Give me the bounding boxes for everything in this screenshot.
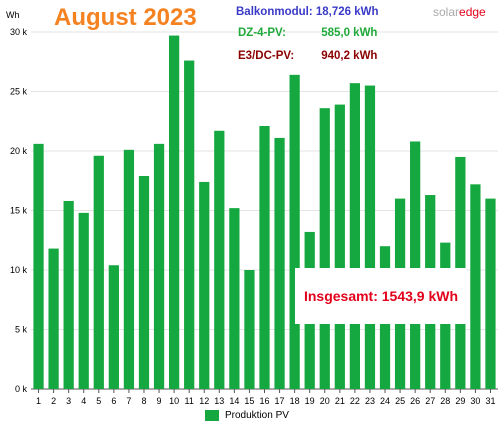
- x-tick-label: 24: [380, 396, 390, 406]
- x-tick-label: 12: [199, 396, 209, 406]
- x-tick-label: 19: [305, 396, 315, 406]
- x-tick-label: 2: [51, 396, 56, 406]
- x-tick-label: 11: [185, 396, 194, 406]
- bar-day-11[interactable]: [184, 60, 195, 390]
- x-tick-label: 3: [66, 396, 71, 406]
- y-tick-label: 20 k: [10, 146, 28, 156]
- y-tick-label: 0 k: [15, 384, 28, 394]
- stat-balkonmodul-label: Balkonmodul:: [236, 6, 313, 18]
- bar-day-21[interactable]: [334, 104, 345, 389]
- x-tick-label: 21: [335, 396, 345, 406]
- stat-e3dc-value: 940,2 kWh: [321, 50, 378, 62]
- solaredge-logo: solaredge: [433, 5, 486, 19]
- x-tick-label: 29: [455, 396, 465, 406]
- y-tick-label: 30 k: [10, 27, 28, 37]
- bar-day-4[interactable]: [78, 212, 89, 389]
- stat-balkonmodul-value: 18,726 kWh: [315, 6, 379, 18]
- bar-day-2[interactable]: [48, 248, 59, 389]
- bar-day-30[interactable]: [470, 184, 481, 389]
- legend[interactable]: Produktion PV: [205, 408, 289, 422]
- x-tick-label: 28: [440, 396, 450, 406]
- bar-day-31[interactable]: [485, 198, 496, 389]
- x-tick-label: 25: [395, 396, 405, 406]
- x-tick-label: 26: [410, 396, 420, 406]
- x-tick-label: 30: [470, 396, 480, 406]
- bar-day-3[interactable]: [63, 200, 74, 389]
- stat-balkonmodul: Balkonmodul: 18,726 kWh: [236, 6, 379, 18]
- total-box: Insgesamt: 1543,9 kWh: [295, 268, 467, 324]
- x-tick-label: 4: [81, 396, 86, 406]
- bar-day-17[interactable]: [274, 137, 285, 389]
- bar-day-12[interactable]: [199, 181, 210, 389]
- x-tick-label: 14: [229, 396, 239, 406]
- total-text: Insgesamt: 1543,9 kWh: [303, 288, 459, 304]
- bar-day-20[interactable]: [319, 108, 330, 389]
- stat-e3dc-label: E3/DC-PV:: [238, 50, 295, 62]
- bar-day-7[interactable]: [123, 149, 135, 389]
- bar-day-18[interactable]: [289, 74, 300, 389]
- chart-title: August 2023: [54, 4, 197, 31]
- x-tick-label: 8: [141, 396, 146, 406]
- x-tick-label: 1: [36, 396, 41, 406]
- bar-day-15[interactable]: [244, 270, 255, 389]
- x-tick-label: 20: [320, 396, 330, 406]
- stat-e3dc: E3/DC-PV: 940,2 kWh: [238, 50, 377, 62]
- bar-day-1[interactable]: [33, 143, 44, 389]
- stat-dz4pv-value: 585,0 kWh: [321, 27, 378, 39]
- bar-day-16[interactable]: [259, 126, 270, 389]
- x-tick-label: 16: [259, 396, 269, 406]
- bar-day-10[interactable]: [168, 35, 180, 389]
- y-axis-ticks: 0 k 5 k 10 k 15 k 20 k 25 k 30 k: [10, 27, 28, 394]
- bar-day-5[interactable]: [93, 155, 104, 389]
- y-tick-label: 25 k: [10, 87, 28, 97]
- x-tick-label: 27: [425, 396, 435, 406]
- x-tick-label: 6: [111, 396, 116, 406]
- x-tick-label: 7: [126, 396, 131, 406]
- stat-dz4pv-label: DZ-4-PV:: [238, 27, 286, 39]
- x-tick-label: 23: [365, 396, 375, 406]
- legend-swatch: [205, 409, 219, 421]
- x-tick-label: 22: [350, 396, 360, 406]
- legend-label: Produktion PV: [225, 409, 289, 421]
- bar-day-14[interactable]: [229, 208, 240, 389]
- x-axis-ticks: 1 2 3 4 5 6 7 8 9 10 11 12 13 14 15 16 17 18 19 20 21 22 23 24 2…: [36, 389, 495, 406]
- bar-day-23[interactable]: [364, 85, 376, 390]
- y-axis-unit: Wh: [6, 10, 20, 20]
- x-tick-label: 18: [290, 396, 300, 406]
- chart-bars: [33, 35, 496, 390]
- x-tick-label: 10: [169, 396, 179, 406]
- x-tick-label: 9: [157, 396, 162, 406]
- stat-dz4pv: DZ-4-PV: 585,0 kWh: [238, 27, 377, 39]
- logo-edge-text: edge: [459, 5, 486, 19]
- x-tick-label: 31: [485, 396, 495, 406]
- bar-day-6[interactable]: [108, 265, 119, 389]
- x-tick-label: 15: [244, 396, 254, 406]
- y-tick-label: 10 k: [10, 265, 28, 275]
- bar-day-26[interactable]: [410, 141, 421, 389]
- bar-day-13[interactable]: [214, 130, 225, 389]
- x-tick-label: 13: [214, 396, 224, 406]
- y-tick-label: 15 k: [10, 206, 28, 216]
- bar-day-9[interactable]: [153, 143, 165, 389]
- x-tick-label: 5: [96, 396, 101, 406]
- x-tick-label: 17: [275, 396, 285, 406]
- bar-day-22[interactable]: [349, 83, 361, 390]
- y-tick-label: 5 k: [15, 325, 28, 335]
- logo-solar-text: solar: [433, 5, 460, 19]
- bar-day-8[interactable]: [138, 175, 150, 389]
